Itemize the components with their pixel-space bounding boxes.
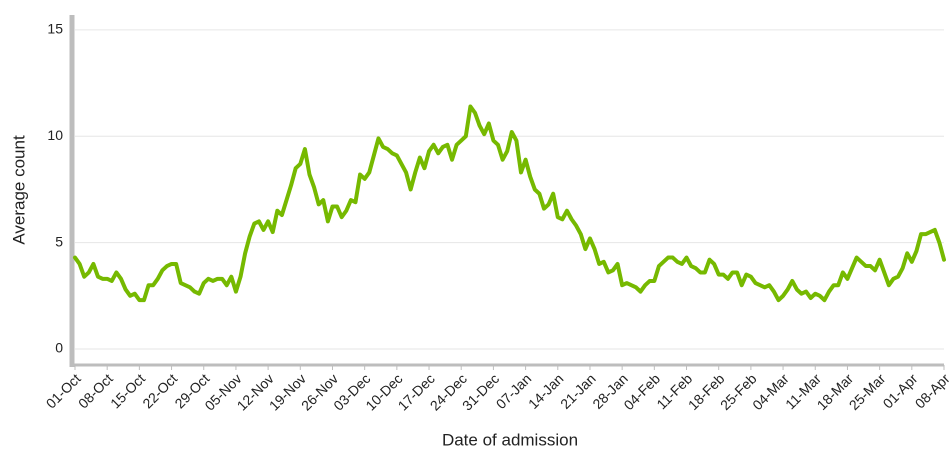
y-tick-label: 0 [55, 340, 63, 356]
y-tick-label: 5 [55, 233, 63, 249]
x-tick-label: 31-Dec [459, 370, 502, 413]
y-tick-label: 15 [47, 21, 63, 37]
x-tick-label: 08-Apr [912, 370, 952, 411]
x-tick-label: 01-Oct [43, 370, 84, 411]
y-axis-title: Average count [9, 135, 28, 245]
x-tick-label: 14-Jan [525, 370, 567, 412]
x-tick-label: 15-Oct [107, 370, 148, 411]
x-tick-label: 07-Jan [493, 370, 535, 412]
data-line [73, 104, 946, 303]
x-tick-label: 22-Oct [139, 370, 180, 411]
x-tick-label: 08-Oct [75, 370, 116, 411]
x-tick-label: 04-Mar [749, 370, 792, 413]
x-tick-label: 04-Feb [620, 370, 663, 413]
x-tick-label: 01-Apr [880, 370, 921, 411]
y-tick-label: 10 [47, 127, 63, 143]
x-axis-title: Date of admission [442, 430, 578, 449]
x-tick-label: 25-Mar [846, 370, 889, 413]
x-tick-label: 21-Jan [557, 370, 599, 412]
